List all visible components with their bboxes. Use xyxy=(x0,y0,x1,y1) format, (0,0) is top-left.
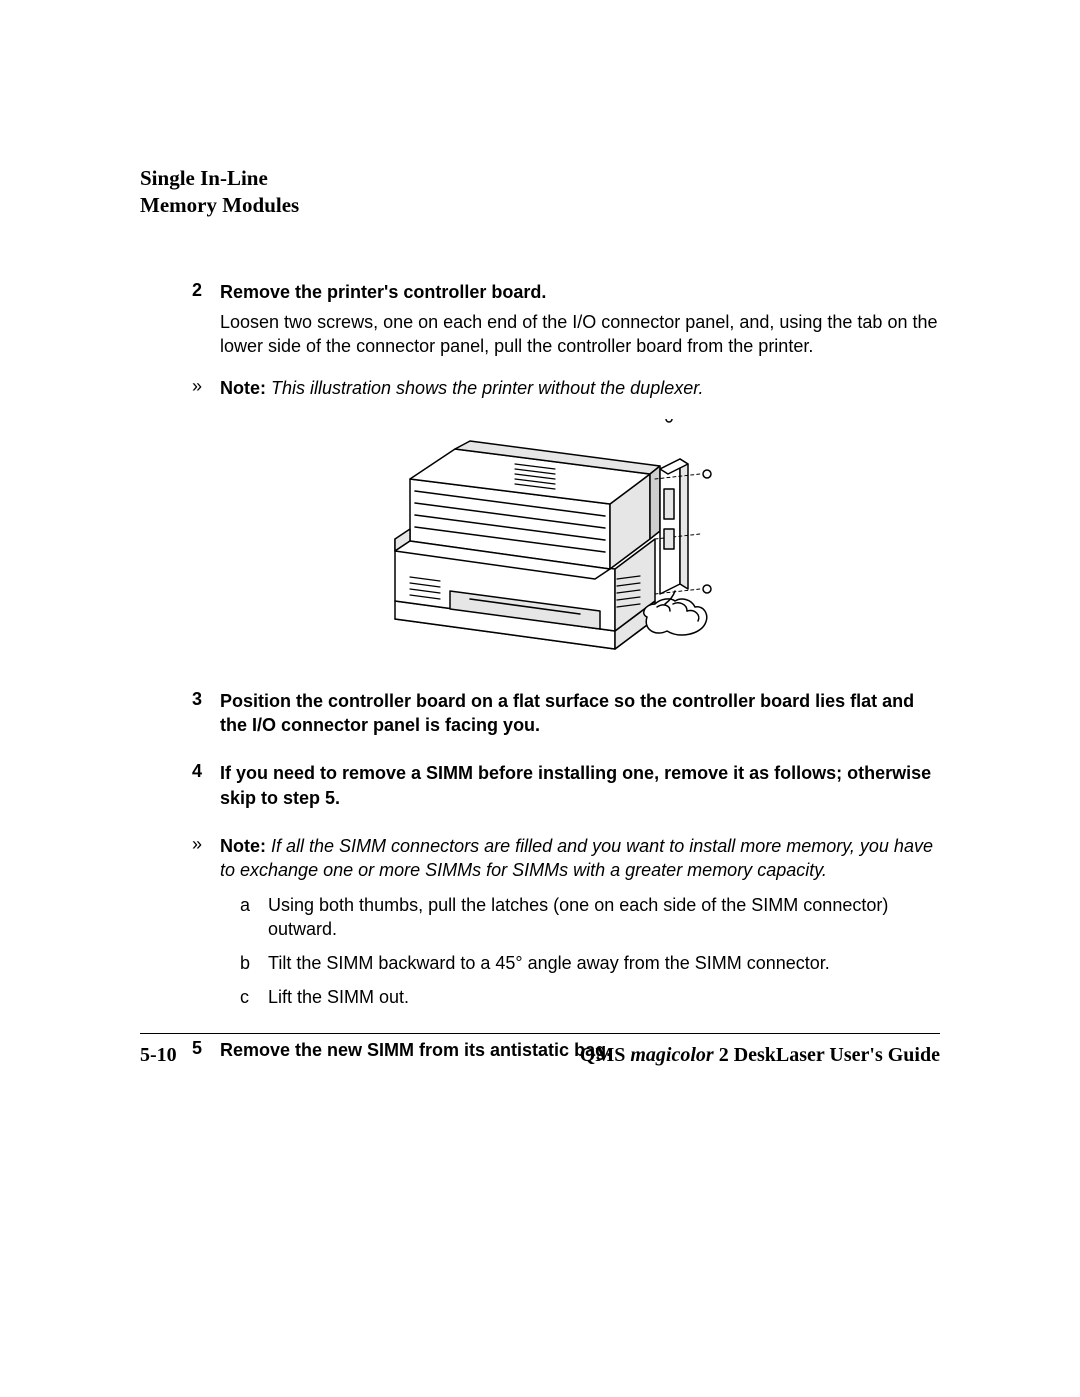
step-2: 2 Remove the printer's controller board.… xyxy=(140,280,940,359)
step-4-title: If you need to remove a SIMM before inst… xyxy=(220,761,940,810)
note-2-lead: Note: xyxy=(220,836,266,856)
step-2-body: Remove the printer's controller board. L… xyxy=(220,280,940,359)
footer-prefix: QMS xyxy=(580,1044,631,1066)
section-title: Single In-Line Memory Modules xyxy=(140,165,940,220)
printer-illustration xyxy=(140,419,940,659)
note-2-marker: » xyxy=(140,834,220,1020)
substep-c: c Lift the SIMM out. xyxy=(240,985,940,1009)
substep-a: a Using both thumbs, pull the latches (o… xyxy=(240,893,940,942)
section-title-line1: Single In-Line xyxy=(140,166,268,190)
substep-b-text: Tilt the SIMM backward to a 45° angle aw… xyxy=(268,951,940,975)
note-1-lead: Note: xyxy=(220,378,266,398)
note-2: » Note: If all the SIMM connectors are f… xyxy=(140,834,940,1020)
substep-b-marker: b xyxy=(240,951,268,975)
step-3-body: Position the controller board on a flat … xyxy=(220,689,940,744)
step-3-number: 3 xyxy=(140,689,220,744)
substeps: a Using both thumbs, pull the latches (o… xyxy=(220,893,940,1010)
document-page: Single In-Line Memory Modules 2 Remove t… xyxy=(0,0,1080,1397)
footer-suffix: 2 DeskLaser User's Guide xyxy=(714,1044,940,1066)
step-3: 3 Position the controller board on a fla… xyxy=(140,689,940,744)
note-1: » Note: This illustration shows the prin… xyxy=(140,376,940,400)
substep-c-marker: c xyxy=(240,985,268,1009)
note-1-text: This illustration shows the printer with… xyxy=(266,378,704,398)
step-4-number: 4 xyxy=(140,761,220,816)
step-2-text: Loosen two screws, one on each end of th… xyxy=(220,310,940,359)
step-2-title: Remove the printer's controller board. xyxy=(220,280,940,304)
footer-page-number: 5-10 xyxy=(140,1044,177,1067)
section-title-line2: Memory Modules xyxy=(140,193,299,217)
substep-b: b Tilt the SIMM backward to a 45° angle … xyxy=(240,951,940,975)
step-3-title: Position the controller board on a flat … xyxy=(220,689,940,738)
note-2-text: If all the SIMM connectors are filled an… xyxy=(220,836,933,880)
page-footer: 5-10 QMS magicolor 2 DeskLaser User's Gu… xyxy=(140,1033,940,1067)
step-4: 4 If you need to remove a SIMM before in… xyxy=(140,761,940,816)
footer-title: QMS magicolor 2 DeskLaser User's Guide xyxy=(580,1044,940,1067)
step-2-number: 2 xyxy=(140,280,220,359)
step-4-body: If you need to remove a SIMM before inst… xyxy=(220,761,940,816)
note-1-body: Note: This illustration shows the printe… xyxy=(220,376,940,400)
note-2-body-container: Note: If all the SIMM connectors are fil… xyxy=(220,834,940,1020)
substep-a-marker: a xyxy=(240,893,268,942)
printer-svg xyxy=(355,419,725,659)
note-1-marker: » xyxy=(140,376,220,400)
substep-a-text: Using both thumbs, pull the latches (one… xyxy=(268,893,940,942)
substep-c-text: Lift the SIMM out. xyxy=(268,985,940,1009)
footer-em: magicolor xyxy=(630,1044,713,1066)
